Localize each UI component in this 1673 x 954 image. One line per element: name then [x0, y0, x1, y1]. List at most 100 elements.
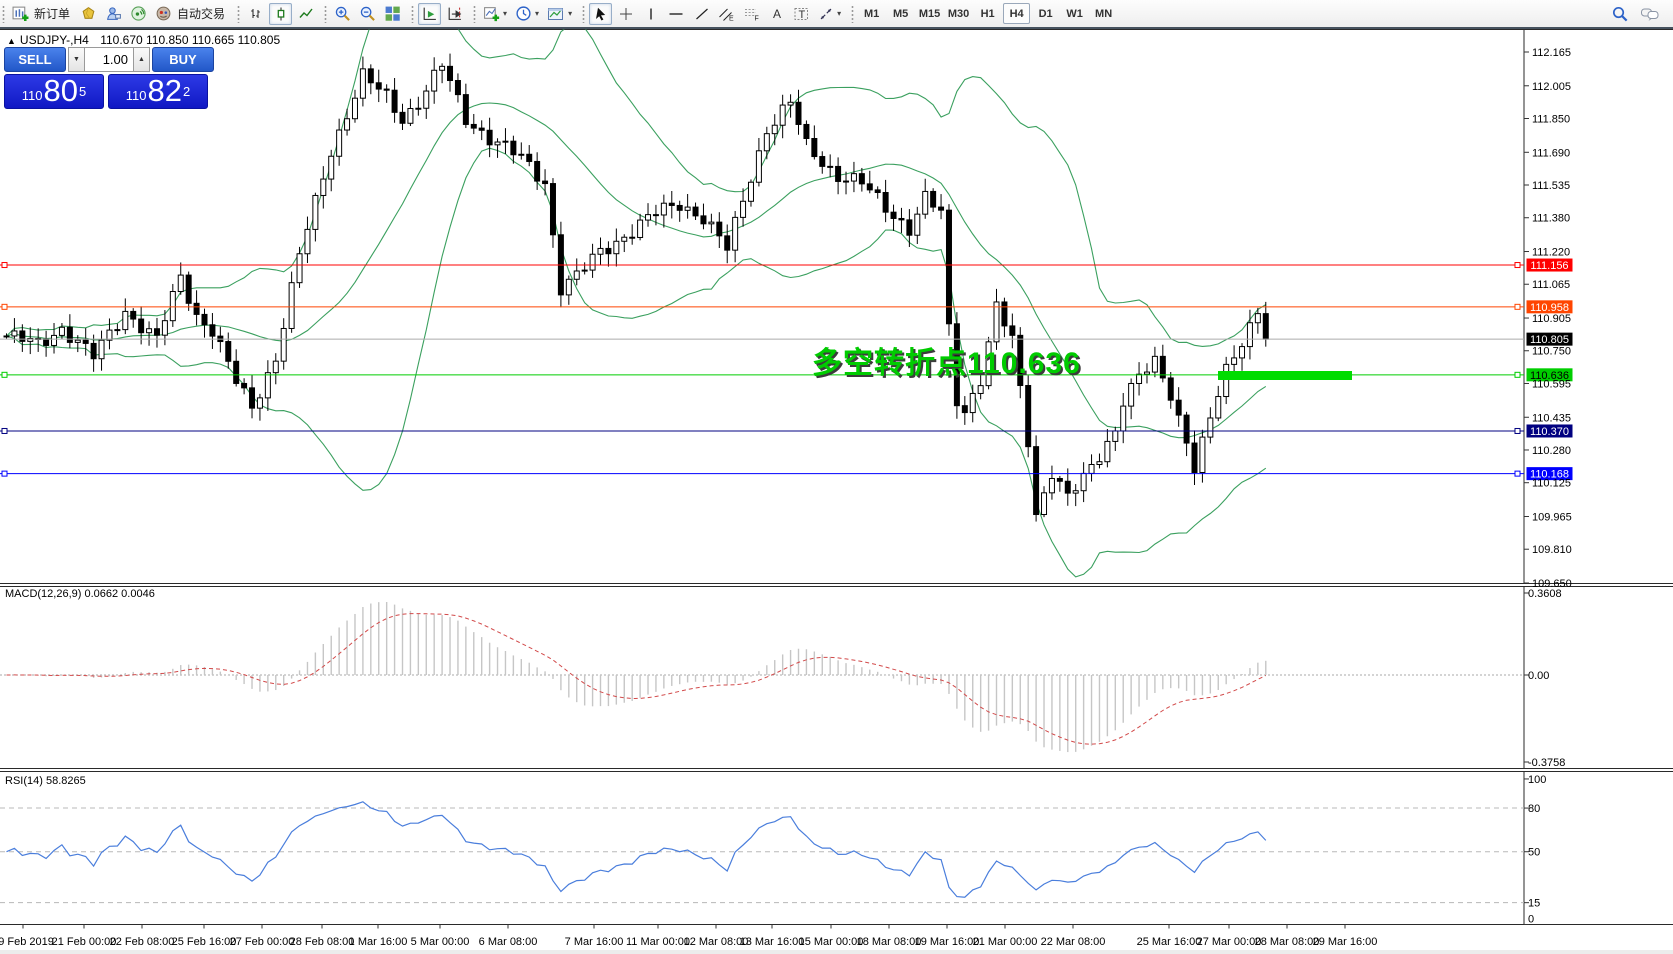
- macd-indicator-label: MACD(12,26,9) 0.0662 0.0046: [5, 588, 155, 600]
- chart-symbol-period: USDJPY-,H4: [19, 33, 89, 47]
- volume-decrease-button[interactable]: ▼: [68, 46, 85, 72]
- bollinger-bands: [6, 29, 1267, 578]
- sell-price-tile[interactable]: 110 80 5: [4, 74, 104, 109]
- equidistant-channel-button[interactable]: E: [715, 3, 738, 25]
- new-order-icon: [12, 6, 29, 21]
- candlestick-chart-button[interactable]: [269, 2, 293, 25]
- trendline-button[interactable]: [690, 3, 713, 25]
- svg-text:-0.3758: -0.3758: [1528, 757, 1565, 769]
- gold-nugget-icon: [82, 7, 95, 19]
- collapse-triangle-icon[interactable]: ▲: [7, 36, 16, 46]
- rsi-panel: [0, 801, 1524, 904]
- svg-text:7 Mar 16:00: 7 Mar 16:00: [565, 936, 624, 948]
- toolbar-group-drawing: E F A T ▾: [580, 0, 849, 28]
- buy-price-pip: 2: [182, 84, 191, 99]
- svg-text:109.650: 109.650: [1532, 578, 1572, 590]
- zoom-in-button[interactable]: [331, 3, 354, 25]
- buy-price-tile[interactable]: 110 82 2: [108, 74, 208, 109]
- svg-text:F: F: [755, 15, 759, 22]
- timeframe-button-M15[interactable]: M15: [918, 7, 941, 20]
- auto-scroll-icon: [423, 7, 436, 20]
- text-label-button[interactable]: T: [790, 3, 813, 25]
- templates-button[interactable]: ▾: [544, 3, 575, 25]
- autotrade-button[interactable]: 自动交易: [152, 3, 230, 25]
- crosshair-button[interactable]: [614, 3, 637, 25]
- svg-text:110.280: 110.280: [1532, 445, 1571, 457]
- svg-text:22 Mar 08:00: 22 Mar 08:00: [1041, 936, 1106, 948]
- volume-input[interactable]: 1.00: [85, 46, 133, 72]
- zoom-in-icon: [335, 6, 350, 21]
- text-label-icon: T: [794, 7, 809, 21]
- timeframe-button-W1[interactable]: W1: [1066, 7, 1083, 20]
- svg-text:28 Feb 08:00: 28 Feb 08:00: [290, 936, 355, 948]
- sell-price-handle: 110: [21, 88, 43, 103]
- trendline-icon: [695, 8, 708, 19]
- annotation-highlight-bar: [1218, 371, 1352, 380]
- svg-text:110.958: 110.958: [1530, 302, 1569, 314]
- svg-text:21 Mar 00:00: 21 Mar 00:00: [973, 936, 1038, 948]
- chat-bubbles-icon: [1641, 8, 1659, 21]
- svg-text:110.595: 110.595: [1532, 378, 1571, 390]
- auto-scroll-button[interactable]: [418, 2, 442, 25]
- chart-shift-button[interactable]: [443, 3, 466, 25]
- timeframe-button-MN[interactable]: MN: [1095, 7, 1113, 20]
- indicators-icon: [484, 7, 500, 22]
- svg-text:25 Mar 16:00: 25 Mar 16:00: [1137, 936, 1202, 948]
- arrows-button[interactable]: ▾: [815, 3, 844, 25]
- svg-text:111.380: 111.380: [1532, 213, 1570, 225]
- vertical-line-button[interactable]: [639, 3, 662, 25]
- tile-windows-button[interactable]: [381, 3, 404, 25]
- horizontal-line-icon: [669, 12, 683, 15]
- timeframe-button-H4[interactable]: H4: [1003, 3, 1031, 24]
- svg-text:29 Mar 16:00: 29 Mar 16:00: [1313, 936, 1378, 948]
- toolbar-group-timeframes: M1 M5 M15 M30 H1 H4 D1 W1 MN: [849, 0, 1122, 28]
- timeframe-button-D1[interactable]: D1: [1038, 7, 1053, 20]
- timeframe-button-M30[interactable]: M30: [947, 7, 970, 20]
- periods-button[interactable]: ▾: [512, 3, 542, 25]
- signals-button[interactable]: [127, 3, 150, 25]
- svg-text:27 Feb 00:00: 27 Feb 00:00: [230, 936, 295, 948]
- svg-text:28 Mar 08:00: 28 Mar 08:00: [1255, 936, 1320, 948]
- chart-shift-icon: [448, 7, 462, 20]
- bar-chart-button[interactable]: [244, 3, 267, 25]
- svg-text:111.220: 111.220: [1532, 247, 1570, 259]
- svg-text:110.125: 110.125: [1532, 478, 1571, 490]
- buy-button[interactable]: BUY: [152, 46, 214, 72]
- fibonacci-button[interactable]: F: [740, 3, 763, 25]
- svg-text:111.850: 111.850: [1532, 114, 1570, 126]
- new-order-button[interactable]: 新订单: [9, 3, 75, 25]
- text-button[interactable]: A: [765, 3, 788, 25]
- chart-title-bar[interactable]: ▲ USDJPY-,H4 110.670 110.850 110.665 110.…: [7, 33, 280, 47]
- chart-ohlc-values: 110.670 110.850 110.665 110.805: [100, 33, 281, 47]
- svg-text:111.690: 111.690: [1532, 147, 1570, 159]
- search-button[interactable]: [1608, 3, 1632, 25]
- rsi-indicator-label: RSI(14) 58.8265: [5, 775, 86, 787]
- svg-text:E: E: [729, 15, 734, 22]
- cursor-arrow-icon: [595, 7, 605, 20]
- chat-button[interactable]: [1637, 3, 1663, 25]
- horizontal-line-button[interactable]: [664, 3, 688, 25]
- cursor-button[interactable]: [589, 2, 613, 25]
- sell-button[interactable]: SELL: [4, 46, 66, 72]
- toolbar-group-chart-type: [235, 0, 322, 28]
- svg-text:21 Feb 00:00: 21 Feb 00:00: [52, 936, 117, 948]
- autotrade-robot-icon: [156, 6, 171, 21]
- macd-axis: 0.3608 0.00 -0.3758: [1524, 588, 1565, 769]
- accounts-button[interactable]: [102, 3, 125, 25]
- line-chart-button[interactable]: [294, 3, 317, 25]
- svg-text:A: A: [773, 7, 781, 21]
- market-watch-button[interactable]: [77, 3, 100, 25]
- timeframe-button-M5[interactable]: M5: [892, 7, 909, 20]
- timeframe-button-M1[interactable]: M1: [863, 7, 880, 20]
- main-toolbar: 新订单: [0, 0, 1673, 29]
- window-footer-strip: [0, 950, 1673, 954]
- volume-increase-button[interactable]: ▲: [133, 46, 150, 72]
- zoom-out-button[interactable]: [356, 3, 379, 25]
- toolbar-group-scroll: [409, 0, 471, 28]
- zoom-out-icon: [360, 6, 375, 21]
- timeframe-button-H1[interactable]: H1: [980, 7, 995, 20]
- indicators-button[interactable]: ▾: [480, 3, 510, 25]
